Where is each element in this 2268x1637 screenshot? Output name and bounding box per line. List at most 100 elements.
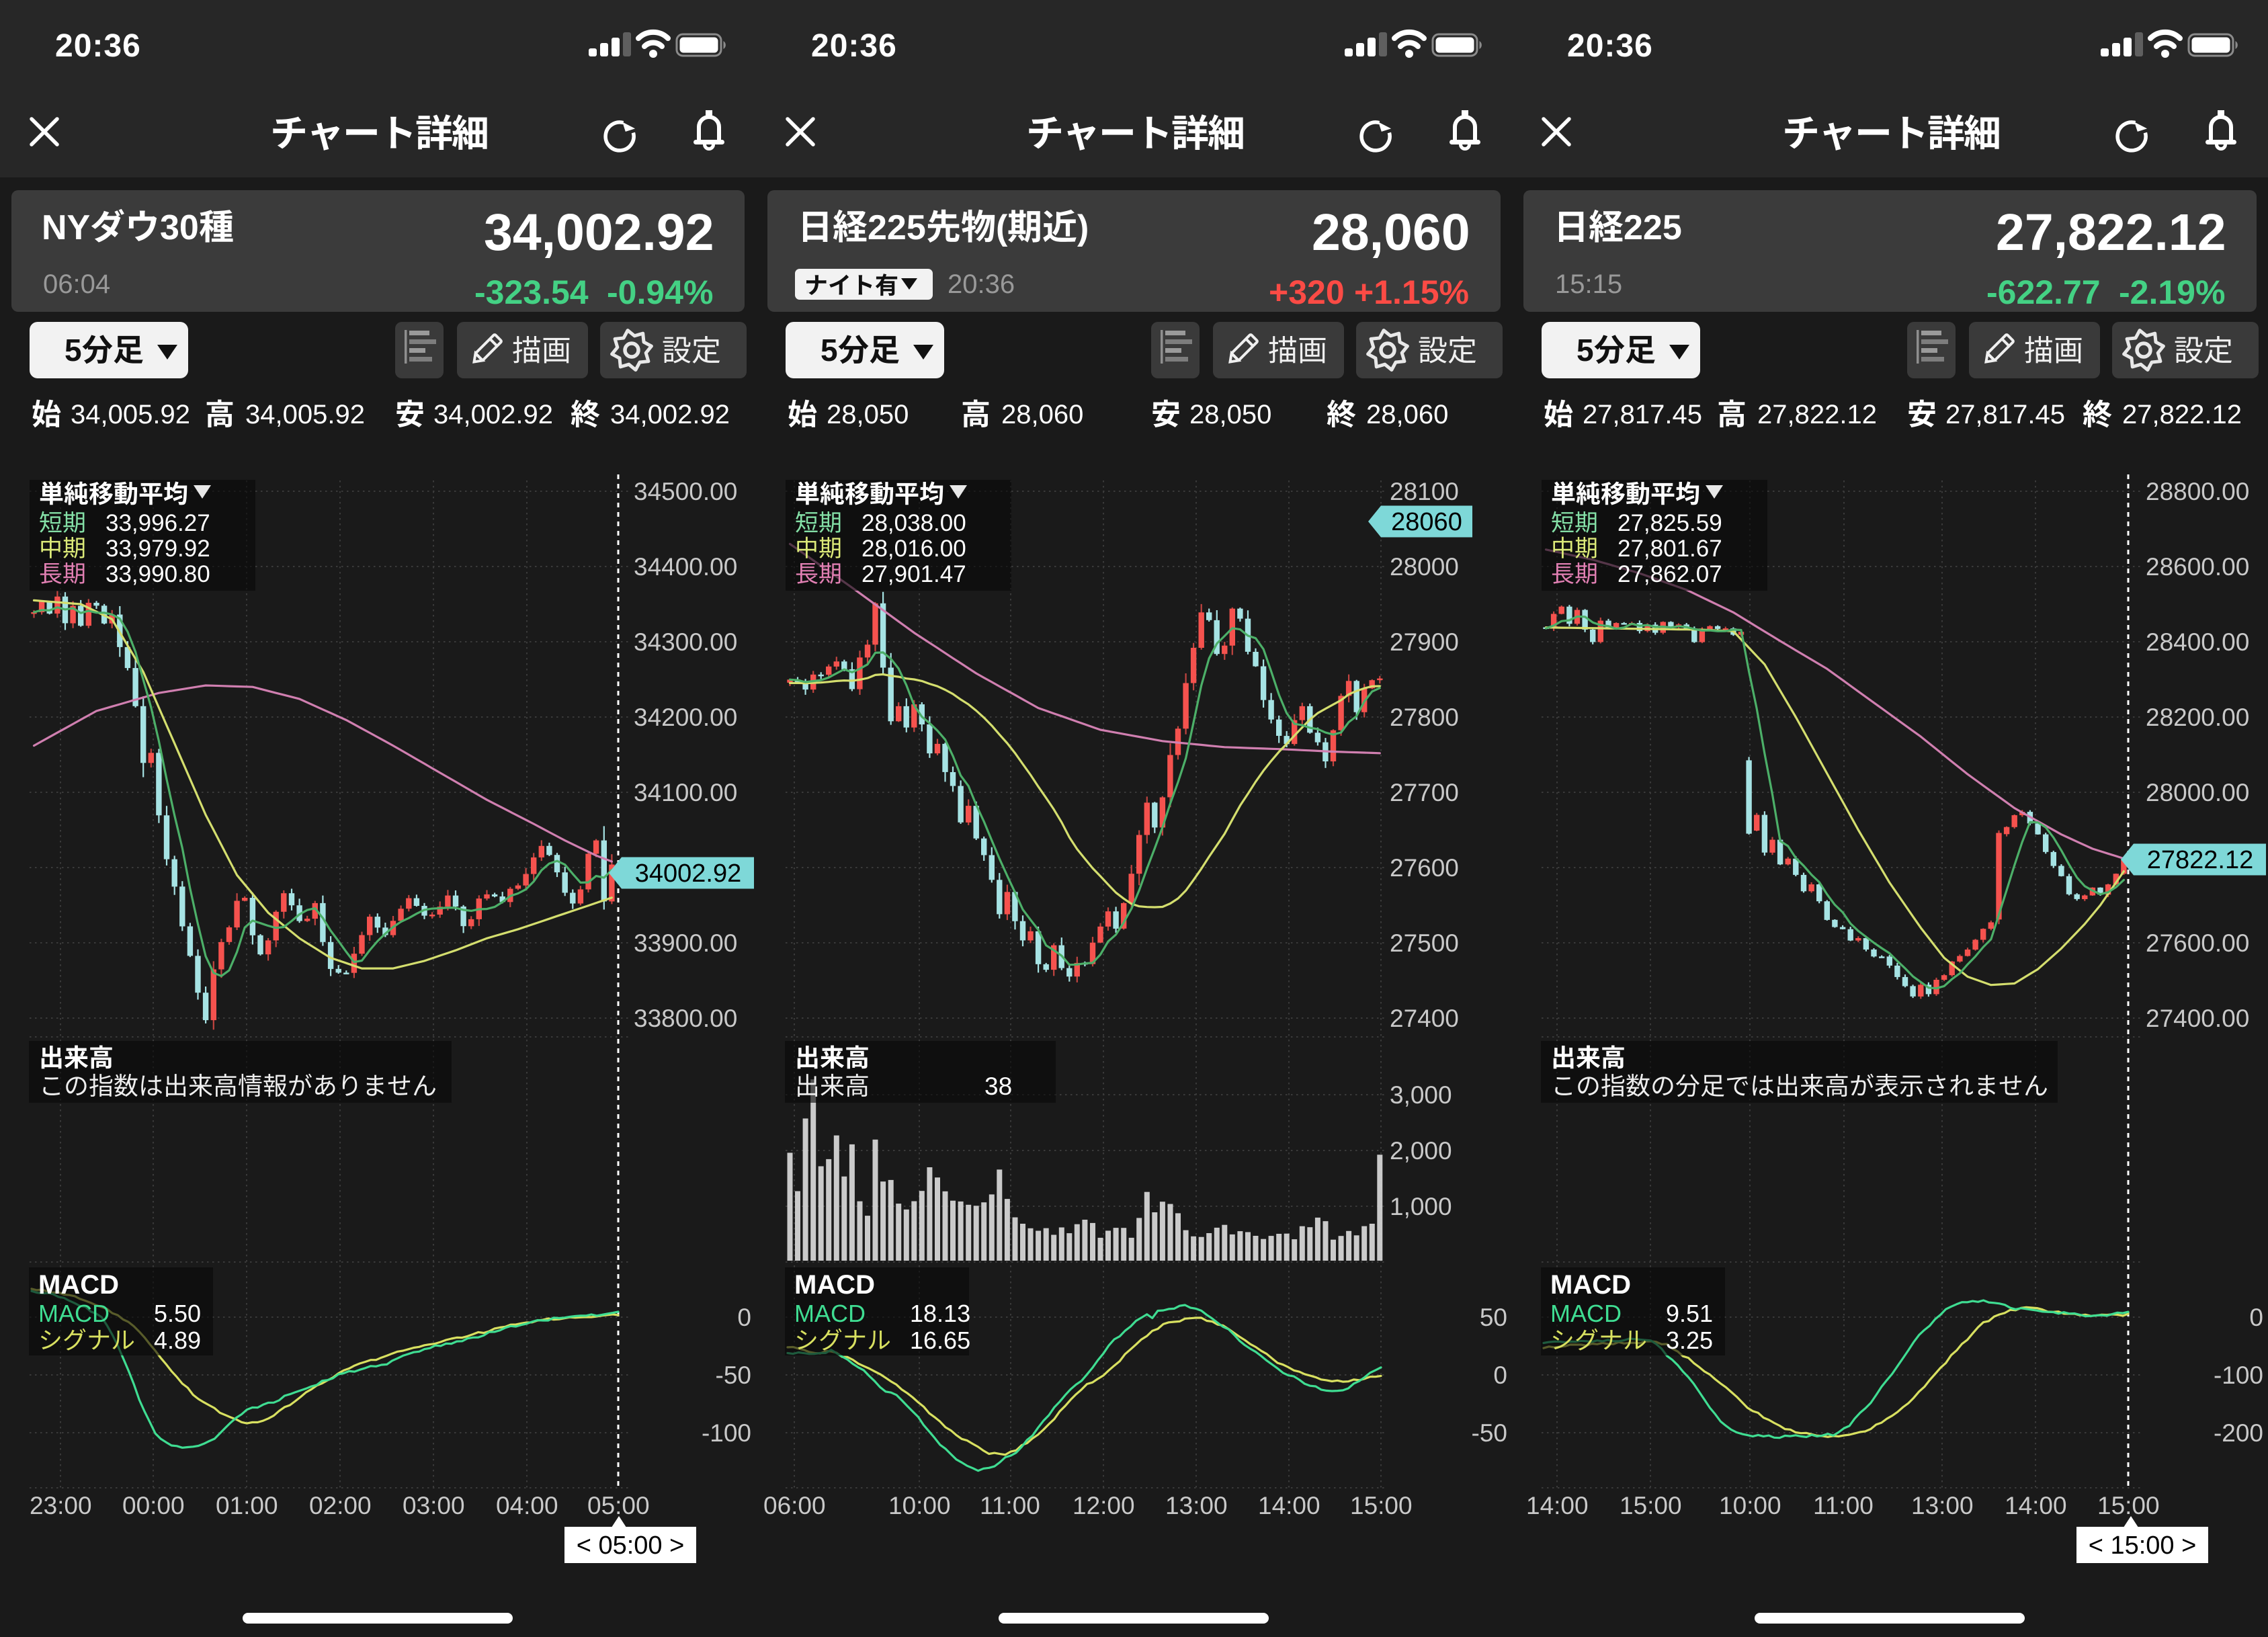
svg-text:10:00: 10:00 — [888, 1492, 951, 1519]
svg-text:16.65: 16.65 — [910, 1327, 970, 1354]
svg-text:1,000: 1,000 — [1390, 1193, 1452, 1220]
svg-text:9.51: 9.51 — [1666, 1300, 1713, 1327]
svg-text:06:00: 06:00 — [763, 1492, 826, 1519]
svg-text:34400.00: 34400.00 — [634, 553, 737, 581]
svg-text:34,002.92: 34,002.92 — [484, 204, 714, 261]
svg-text:33,979.92: 33,979.92 — [106, 536, 210, 562]
svg-text:+320: +320 — [1269, 274, 1345, 311]
svg-text:13:00: 13:00 — [1165, 1492, 1228, 1519]
svg-text:27,822.12: 27,822.12 — [1757, 400, 1877, 429]
svg-text:-50: -50 — [1472, 1419, 1507, 1447]
svg-text:28,016.00: 28,016.00 — [862, 536, 966, 562]
svg-text:34002.92: 34002.92 — [635, 859, 742, 888]
svg-text:28,038.00: 28,038.00 — [862, 510, 966, 536]
svg-text:< 05:00 >: < 05:00 > — [577, 1531, 685, 1560]
svg-text:27700: 27700 — [1390, 779, 1459, 806]
svg-text:11:00: 11:00 — [1813, 1492, 1874, 1519]
svg-text:-2.19%: -2.19% — [2119, 274, 2225, 311]
svg-text:34,002.92: 34,002.92 — [610, 400, 730, 429]
svg-text:MACD: MACD — [794, 1270, 875, 1300]
svg-text:28100: 28100 — [1390, 478, 1459, 505]
svg-text:5: 5 — [65, 333, 82, 368]
svg-text:15:00: 15:00 — [1620, 1492, 1682, 1519]
svg-text:MACD: MACD — [1550, 1270, 1631, 1300]
svg-text:27900: 27900 — [1390, 628, 1459, 656]
svg-text:34,002.92: 34,002.92 — [433, 400, 553, 429]
svg-text:33,990.80: 33,990.80 — [106, 561, 210, 587]
svg-text:MACD: MACD — [1550, 1300, 1622, 1327]
svg-text:27,822.12: 27,822.12 — [2122, 400, 2242, 429]
svg-text:225: 225 — [1624, 208, 1682, 247]
svg-text:20:36: 20:36 — [811, 28, 897, 64]
svg-text:-200: -200 — [2214, 1419, 2263, 1447]
svg-text:10:00: 10:00 — [1719, 1492, 1781, 1519]
svg-text:-100: -100 — [2214, 1361, 2263, 1389]
svg-text:): ) — [1077, 208, 1089, 247]
svg-text:28,050: 28,050 — [827, 400, 909, 429]
svg-text:05:00: 05:00 — [587, 1492, 650, 1519]
svg-text:(: ( — [996, 208, 1008, 247]
svg-text:MACD: MACD — [794, 1300, 866, 1327]
svg-text:38: 38 — [984, 1073, 1012, 1100]
svg-text:15:15: 15:15 — [1555, 269, 1622, 299]
svg-text:20:36: 20:36 — [948, 269, 1015, 299]
svg-text:-622.77: -622.77 — [1986, 274, 2101, 311]
svg-text:34,005.92: 34,005.92 — [245, 400, 365, 429]
svg-text:3,000: 3,000 — [1390, 1081, 1452, 1109]
svg-text:27,817.45: 27,817.45 — [1583, 400, 1702, 429]
svg-text:14:00: 14:00 — [2005, 1492, 2067, 1519]
svg-text:5: 5 — [1577, 333, 1594, 368]
svg-text:27,822.12: 27,822.12 — [1996, 204, 2226, 261]
svg-text:34100.00: 34100.00 — [634, 779, 737, 806]
svg-text:06:04: 06:04 — [43, 269, 110, 299]
svg-text:03:00: 03:00 — [403, 1492, 465, 1519]
svg-text:28000.00: 28000.00 — [2146, 779, 2249, 806]
svg-text:NY: NY — [42, 208, 90, 247]
svg-text:33800.00: 33800.00 — [634, 1005, 737, 1032]
svg-text:27800: 27800 — [1390, 704, 1459, 731]
svg-text:02:00: 02:00 — [309, 1492, 372, 1519]
svg-text:28600.00: 28600.00 — [2146, 553, 2249, 581]
svg-text:0: 0 — [1493, 1361, 1507, 1389]
svg-text:28,060: 28,060 — [1366, 400, 1448, 429]
svg-text:20:36: 20:36 — [55, 28, 141, 64]
svg-text:4.89: 4.89 — [154, 1327, 201, 1354]
svg-text:27822.12: 27822.12 — [2147, 846, 2254, 874]
svg-text:27,817.45: 27,817.45 — [1945, 400, 2065, 429]
svg-text:27400.00: 27400.00 — [2146, 1005, 2249, 1032]
svg-text:11:00: 11:00 — [980, 1492, 1040, 1519]
svg-text:+1.15%: +1.15% — [1354, 274, 1469, 311]
svg-text:15:00: 15:00 — [1350, 1492, 1413, 1519]
svg-text:27400: 27400 — [1390, 1005, 1459, 1032]
svg-text:04:00: 04:00 — [496, 1492, 558, 1519]
svg-text:34,005.92: 34,005.92 — [71, 400, 190, 429]
svg-text:34500.00: 34500.00 — [634, 478, 737, 505]
svg-text:27,801.67: 27,801.67 — [1618, 536, 1722, 562]
svg-text:< 15:00 >: < 15:00 > — [2089, 1531, 2197, 1560]
svg-text:28400.00: 28400.00 — [2146, 628, 2249, 656]
svg-text:50: 50 — [1480, 1304, 1507, 1331]
svg-text:3.25: 3.25 — [1666, 1327, 1713, 1354]
svg-text:12:00: 12:00 — [1073, 1492, 1135, 1519]
svg-text:-0.94%: -0.94% — [607, 274, 713, 311]
svg-text:27,862.07: 27,862.07 — [1618, 561, 1722, 587]
svg-text:2,000: 2,000 — [1390, 1137, 1452, 1165]
svg-text:5.50: 5.50 — [154, 1300, 201, 1327]
svg-text:14:00: 14:00 — [1526, 1492, 1589, 1519]
svg-text:18.13: 18.13 — [910, 1300, 970, 1327]
svg-text:-100: -100 — [702, 1419, 751, 1447]
svg-text:33,996.27: 33,996.27 — [106, 510, 210, 536]
svg-text:33900.00: 33900.00 — [634, 929, 737, 957]
svg-text:27,825.59: 27,825.59 — [1618, 510, 1722, 536]
svg-text:0: 0 — [737, 1304, 751, 1331]
svg-text:-50: -50 — [716, 1361, 751, 1389]
svg-text:MACD: MACD — [38, 1270, 119, 1300]
svg-text:00:00: 00:00 — [122, 1492, 185, 1519]
svg-text:20:36: 20:36 — [1567, 28, 1653, 64]
svg-text:28200.00: 28200.00 — [2146, 704, 2249, 731]
svg-text:0: 0 — [2249, 1304, 2263, 1331]
svg-text:27500: 27500 — [1390, 929, 1459, 957]
svg-text:34300.00: 34300.00 — [634, 628, 737, 656]
svg-text:01:00: 01:00 — [216, 1492, 278, 1519]
svg-text:27600: 27600 — [1390, 854, 1459, 882]
